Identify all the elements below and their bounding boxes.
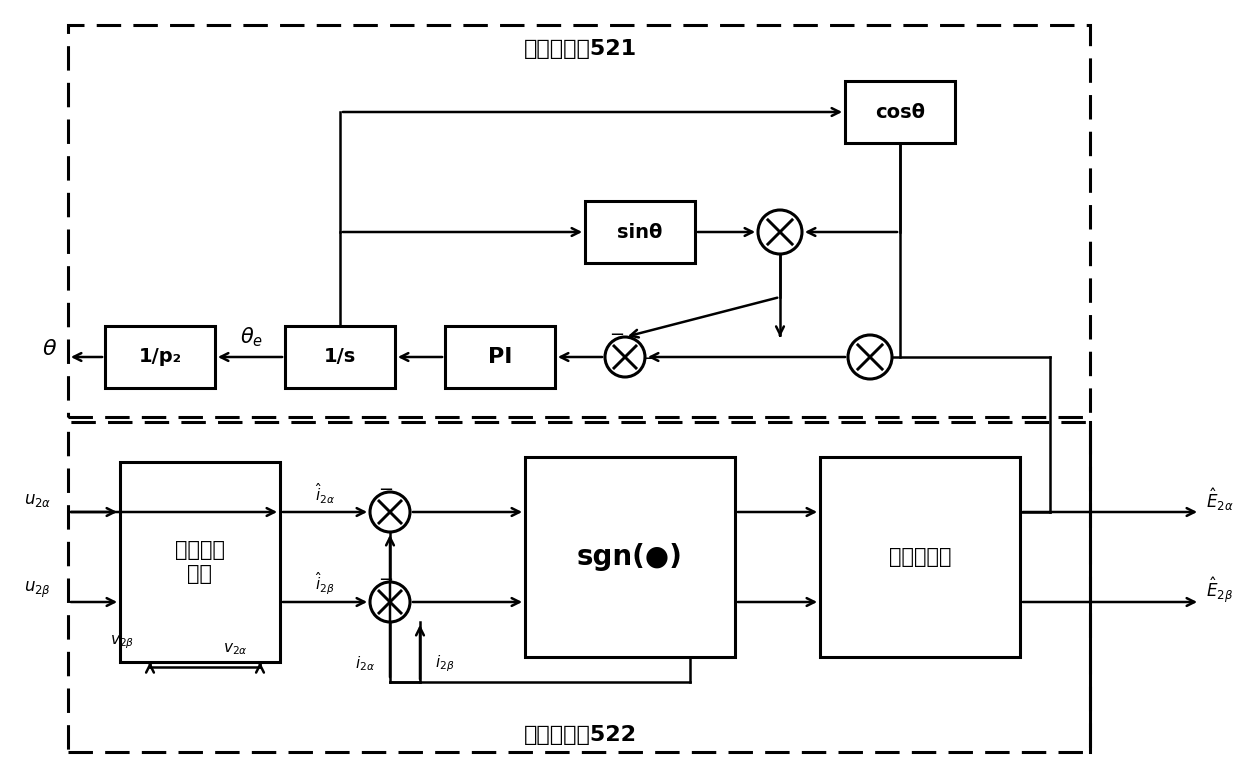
Bar <box>285 326 396 388</box>
Text: $\hat{i}_{2\alpha}$: $\hat{i}_{2\alpha}$ <box>315 482 335 507</box>
Bar <box>445 326 556 388</box>
Text: $\hat{E}_{2\alpha}$: $\hat{E}_{2\alpha}$ <box>1207 486 1234 514</box>
Bar <box>844 81 955 143</box>
Bar <box>525 457 735 657</box>
Text: 1/s: 1/s <box>324 347 356 367</box>
Text: $-$: $-$ <box>609 324 625 342</box>
Text: $i_{2\alpha}$: $i_{2\alpha}$ <box>355 655 374 674</box>
Text: $-$: $-$ <box>378 479 393 497</box>
Bar <box>68 422 1090 752</box>
Text: $v_{2\alpha}$: $v_{2\alpha}$ <box>223 641 247 657</box>
Text: 滑模观测
方法: 滑模观测 方法 <box>175 540 224 584</box>
Text: sgn(●): sgn(●) <box>577 543 683 571</box>
Bar <box>820 457 1021 657</box>
Circle shape <box>370 582 410 622</box>
Text: 低通滤波器: 低通滤波器 <box>889 547 951 567</box>
Bar <box>585 201 694 263</box>
Text: $\theta_e$: $\theta_e$ <box>241 326 264 349</box>
Text: $u_{2\alpha}$: $u_{2\alpha}$ <box>25 491 52 509</box>
Circle shape <box>370 492 410 532</box>
Text: 滑模观测器522: 滑模观测器522 <box>523 725 636 745</box>
Text: cosθ: cosθ <box>875 103 925 121</box>
Circle shape <box>848 335 892 379</box>
Bar <box>68 25 1090 417</box>
Circle shape <box>758 210 802 254</box>
Text: $\hat{E}_{2\beta}$: $\hat{E}_{2\beta}$ <box>1207 575 1234 605</box>
Text: sinθ: sinθ <box>618 222 662 242</box>
Text: $\hat{i}_{2\beta}$: $\hat{i}_{2\beta}$ <box>315 571 335 598</box>
Text: $-$: $-$ <box>641 348 656 366</box>
Text: $v_{2\beta}$: $v_{2\beta}$ <box>110 633 134 651</box>
Text: 锁相环系统521: 锁相环系统521 <box>523 39 636 59</box>
Text: $i_{2\beta}$: $i_{2\beta}$ <box>435 653 455 674</box>
Text: $-$: $-$ <box>378 569 393 587</box>
Text: PI: PI <box>487 347 512 367</box>
Bar <box>120 462 280 662</box>
Bar <box>105 326 215 388</box>
Text: $\theta$: $\theta$ <box>42 339 57 359</box>
Circle shape <box>605 337 645 377</box>
Text: 1/p₂: 1/p₂ <box>139 347 181 367</box>
Text: $u_{2\beta}$: $u_{2\beta}$ <box>25 580 52 600</box>
